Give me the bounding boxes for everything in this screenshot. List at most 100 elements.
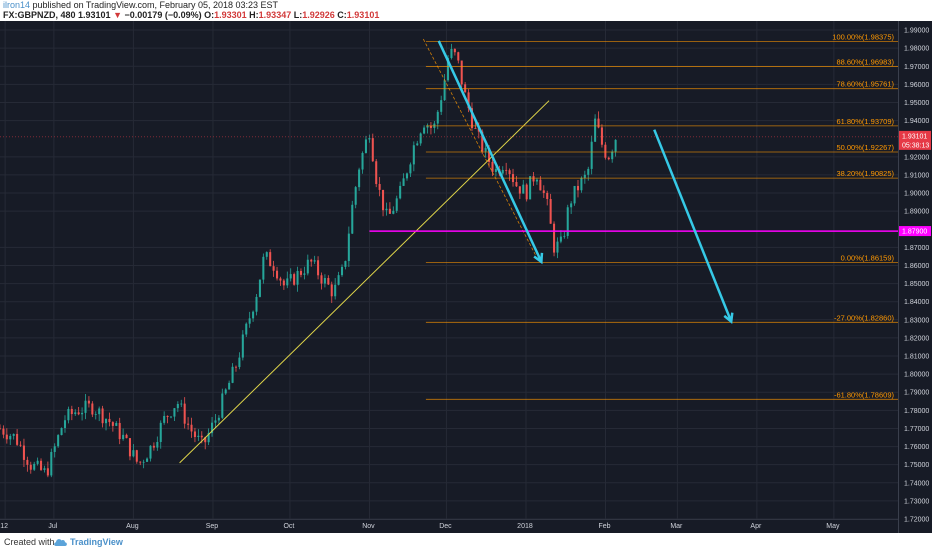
- candle-body: [0, 428, 2, 430]
- candle-body: [594, 118, 597, 142]
- candle-body: [279, 278, 282, 281]
- last-price: 1.93101: [78, 10, 111, 20]
- x-tick-label: Oct: [283, 523, 294, 530]
- candle-body: [176, 403, 179, 409]
- symbol-label[interactable]: FX:GBPNZD, 480: [3, 10, 76, 20]
- candle-body: [388, 208, 391, 214]
- candle-body: [255, 296, 258, 312]
- price-chart[interactable]: 1.99000 1.98000 1.97000 1.96000 1.95000 1.940…: [0, 21, 932, 533]
- y-tick-label: 1.76000: [904, 444, 929, 451]
- candle-body: [207, 433, 210, 443]
- y-tick-label: 1.96000: [904, 82, 929, 89]
- tradingview-brand[interactable]: TradingView: [70, 537, 123, 547]
- footer: Created with TradingView: [0, 533, 932, 550]
- candle-body: [429, 125, 432, 128]
- candle-body: [440, 100, 443, 112]
- candle-body: [221, 393, 224, 418]
- candle-body: [334, 284, 337, 297]
- candle-body: [587, 168, 590, 175]
- candle-body: [91, 403, 94, 415]
- candle-body: [395, 198, 398, 211]
- candle-body: [317, 260, 320, 276]
- candle-body: [111, 422, 114, 426]
- candle-body: [149, 445, 152, 459]
- low-value: 1.92926: [302, 10, 335, 20]
- candle-body: [474, 128, 477, 129]
- candle-body: [135, 450, 138, 462]
- candle-body: [142, 461, 145, 463]
- candle-body: [286, 278, 289, 286]
- candle-body: [505, 169, 508, 171]
- candle-body: [358, 169, 361, 188]
- candle-body: [399, 185, 402, 199]
- close-label: C:: [337, 10, 347, 20]
- candle-body: [354, 187, 357, 205]
- candle-body: [187, 423, 190, 425]
- candle-body: [566, 207, 569, 236]
- candle-body: [583, 174, 586, 178]
- candle-body: [70, 408, 73, 415]
- candle-body: [60, 428, 63, 436]
- candle-body: [604, 144, 607, 158]
- y-tick-label: 1.83000: [904, 317, 929, 324]
- y-tick-label: 1.82000: [904, 335, 929, 342]
- candle-body: [190, 424, 193, 432]
- candle-body: [108, 418, 111, 423]
- candle-body: [98, 408, 101, 415]
- open-label: O:: [204, 10, 215, 20]
- candle-body: [501, 169, 504, 174]
- x-tick-label: Mar: [670, 523, 683, 530]
- low-label: L:: [293, 10, 303, 20]
- candle-body: [525, 184, 528, 200]
- candle-body: [597, 118, 600, 128]
- candle-body: [74, 412, 77, 415]
- candle-body: [580, 177, 583, 191]
- candle-body: [310, 259, 313, 262]
- candle-body: [549, 198, 552, 224]
- candle-body: [101, 408, 104, 424]
- fib-level-label: 50.00%(1.92267): [836, 143, 894, 152]
- y-tick-label: 1.85000: [904, 281, 929, 288]
- candle-body: [491, 161, 494, 172]
- candle-body: [409, 164, 412, 174]
- candle-body: [590, 141, 593, 169]
- y-tick-label: 1.86000: [904, 263, 929, 270]
- author-link[interactable]: ilron14: [3, 0, 31, 10]
- x-tick-label: 12: [0, 523, 8, 530]
- candle-body: [364, 139, 367, 153]
- candle-body: [529, 176, 532, 200]
- candle-body: [9, 435, 12, 440]
- candle-body: [214, 420, 217, 423]
- candle-body: [26, 459, 29, 465]
- candle-body: [299, 270, 302, 275]
- candle-body: [50, 451, 53, 476]
- candle-body: [412, 145, 415, 165]
- candle-body: [570, 203, 573, 208]
- candle-body: [416, 143, 419, 146]
- y-tick-label: 1.80000: [904, 372, 929, 379]
- candle-body: [392, 210, 395, 214]
- price-axis-background: [898, 21, 932, 533]
- y-tick-label: 1.75000: [904, 462, 929, 469]
- candle-body: [166, 415, 169, 417]
- candle-body: [282, 280, 285, 286]
- fib-level-label: 100.00%(1.98375): [832, 32, 894, 41]
- candle-body: [217, 417, 220, 421]
- fib-level-label: 78.60%(1.95761): [836, 80, 894, 89]
- candle-body: [385, 208, 388, 211]
- candle-body: [371, 138, 374, 162]
- candle-body: [337, 275, 340, 285]
- candle-body: [405, 173, 409, 179]
- candle-body: [245, 323, 248, 335]
- candle-body: [402, 178, 405, 186]
- candle-body: [262, 256, 265, 280]
- candle-body: [231, 366, 234, 383]
- candle-body: [470, 108, 473, 129]
- candle-body: [211, 422, 214, 434]
- candle-body: [553, 223, 556, 253]
- candle-body: [16, 433, 19, 445]
- candle-body: [457, 52, 460, 61]
- created-with-label: Created with: [4, 537, 55, 547]
- candle-body: [234, 366, 238, 368]
- x-tick-label: Dec: [439, 523, 452, 530]
